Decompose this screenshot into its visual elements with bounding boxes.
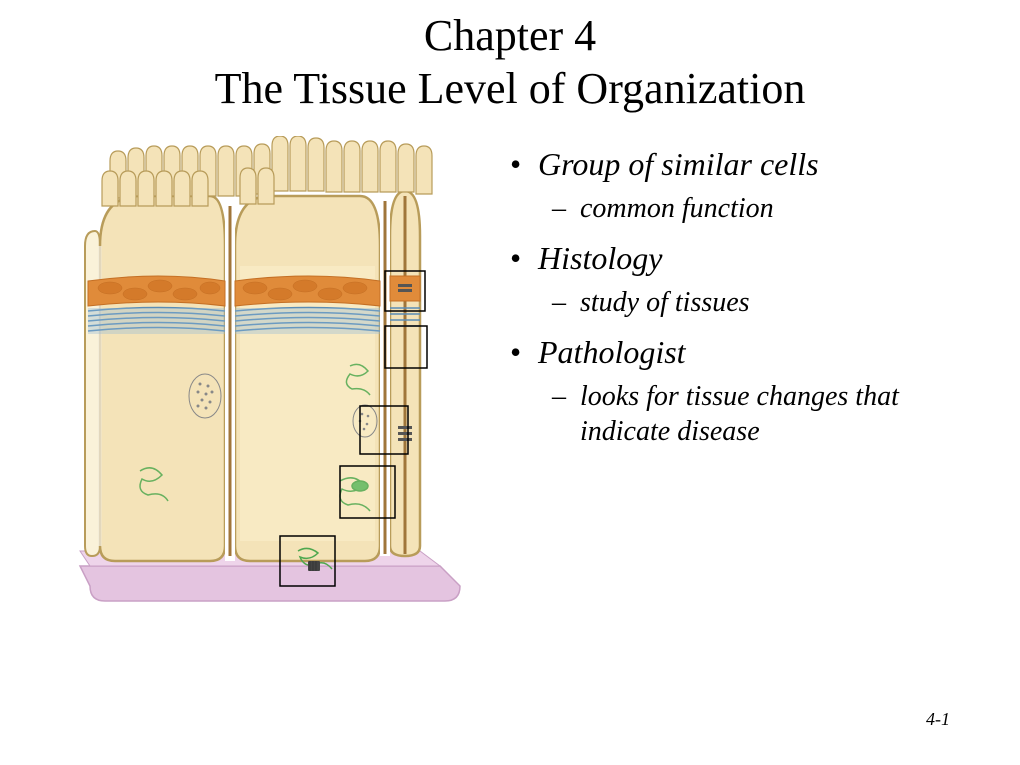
title-line-2: The Tissue Level of Organization — [40, 63, 980, 116]
bullet-item: Histology — [510, 240, 980, 277]
bullet-list: Group of similar cells common function H… — [510, 146, 980, 449]
diagram-column — [40, 136, 480, 616]
page-number: 4-1 — [926, 709, 950, 730]
bullet-subitem: common function — [510, 191, 980, 226]
bullet-subitem: looks for tissue changes that indicate d… — [510, 379, 980, 449]
content-row: Group of similar cells common function H… — [40, 136, 980, 616]
title-line-1: Chapter 4 — [40, 10, 980, 63]
bullet-item: Pathologist — [510, 334, 980, 371]
bullet-subitem: study of tissues — [510, 285, 980, 320]
tissue-diagram — [40, 136, 480, 616]
slide: Chapter 4 The Tissue Level of Organizati… — [0, 0, 1020, 765]
text-column: Group of similar cells common function H… — [510, 136, 980, 463]
title-block: Chapter 4 The Tissue Level of Organizati… — [40, 10, 980, 116]
bullet-item: Group of similar cells — [510, 146, 980, 183]
